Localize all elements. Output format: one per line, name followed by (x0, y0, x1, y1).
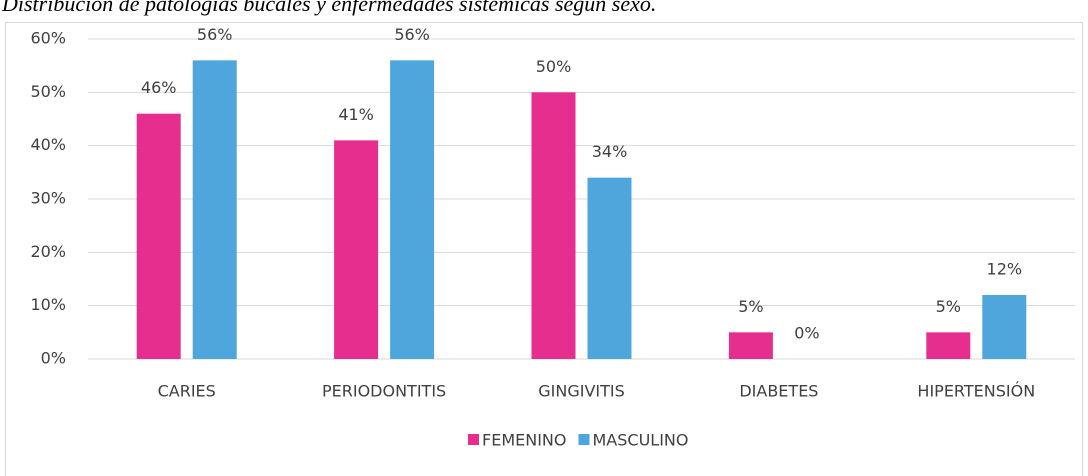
value-label: 56% (197, 25, 233, 44)
value-label: 5% (936, 297, 961, 316)
y-tick-label: 50% (30, 82, 66, 101)
value-label: 34% (592, 142, 628, 161)
x-tick-label: PERIODONTITIS (322, 382, 446, 401)
bar (192, 60, 237, 359)
bar (390, 60, 435, 359)
bar (982, 295, 1027, 359)
bar (926, 332, 971, 359)
y-tick-label: 40% (30, 135, 66, 154)
bar (531, 92, 576, 359)
x-tick-label: DIABETES (739, 382, 818, 401)
value-label: 50% (536, 57, 572, 76)
bar (136, 113, 181, 360)
value-label: 0% (794, 324, 819, 343)
x-tick-label: HIPERTENSIÓN (917, 382, 1035, 401)
value-label: 12% (987, 260, 1023, 279)
value-label: 5% (738, 297, 763, 316)
bar (334, 140, 379, 359)
x-tick-label: GINGIVITIS (538, 382, 625, 401)
y-tick-label: 0% (41, 349, 66, 368)
y-tick-label: 30% (30, 189, 66, 208)
value-label: 46% (141, 78, 177, 97)
bar (587, 177, 632, 359)
y-tick-label: 60% (30, 29, 66, 48)
legend-swatch (578, 434, 590, 445)
x-tick-label: CARIES (158, 382, 216, 401)
value-label: 41% (338, 105, 374, 124)
chart-title: Distribución de patologías bucales y enf… (1, 0, 656, 16)
y-tick-label: 20% (30, 242, 66, 261)
legend-label: FEMENINO (482, 431, 566, 450)
value-label: 56% (394, 25, 430, 44)
y-tick-label: 10% (30, 295, 66, 314)
legend-swatch (468, 434, 479, 445)
legend-label: MASCULINO (592, 431, 688, 450)
bar (728, 332, 773, 359)
